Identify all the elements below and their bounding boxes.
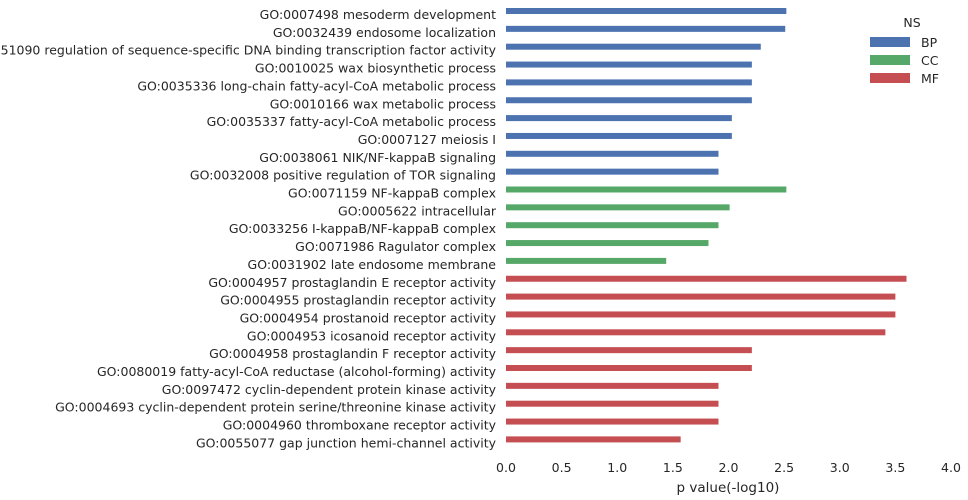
bar-cc	[506, 222, 719, 229]
category-label: GO:0033256 I-kappaB/NF-kappaB complex	[229, 221, 496, 236]
bar-mf	[506, 436, 681, 443]
legend-swatch-bp	[870, 37, 910, 47]
category-label: GO:0032008 positive regulation of TOR si…	[190, 168, 496, 183]
x-tick-label: 0.5	[552, 460, 572, 475]
bar-bp	[506, 8, 787, 14]
x-tick-label: 4.0	[941, 460, 961, 475]
bar-bp	[506, 115, 732, 122]
category-label: GO:0035337 fatty-acyl-CoA metabolic proc…	[207, 114, 496, 129]
bar-bp	[506, 132, 732, 139]
category-label: GO:0032439 endosome localization	[273, 25, 496, 40]
x-tick-label: 3.5	[885, 460, 905, 475]
bar-mf	[506, 418, 719, 425]
category-label: GO:0031902 late endosome membrane	[248, 257, 497, 272]
category-label: GO:0005622 intracellular	[338, 203, 497, 218]
bar-mf	[506, 347, 752, 354]
bar-cc	[506, 257, 667, 264]
x-tick-label: 2.5	[774, 460, 794, 475]
category-label: GO:0097472 cyclin-dependent protein kina…	[162, 382, 497, 397]
category-label: GO:0004954 prostanoid receptor activity	[240, 310, 497, 325]
bar-mf	[506, 311, 896, 318]
category-label: GO:0004693 cyclin-dependent protein seri…	[55, 400, 496, 415]
x-tick-label: 0.0	[496, 460, 516, 475]
category-label: GO:0004957 prostaglandin E receptor acti…	[208, 275, 496, 290]
bar-cc	[506, 204, 730, 211]
category-label: GO:0004960 thromboxane receptor activity	[223, 418, 497, 433]
bar-bp	[506, 97, 752, 104]
legend-entries: BP CC MF	[870, 35, 939, 86]
bar-bp	[506, 79, 752, 86]
category-label: GO:0007498 mesoderm development	[260, 7, 496, 22]
bar-mf	[506, 382, 719, 389]
category-label: GO:0038061 NIK/NF-kappaB signaling	[259, 150, 496, 165]
bar-cc	[506, 240, 709, 247]
bar-mf	[506, 400, 719, 407]
bar-cc	[506, 186, 787, 193]
legend-swatch-cc	[870, 55, 910, 65]
category-label: GO:0080019 fatty-acyl-CoA reductase (alc…	[97, 364, 497, 379]
legend-title: NS	[903, 15, 920, 30]
category-label: GO:0010166 wax metabolic process	[270, 96, 496, 111]
x-tick-labels: 0.0 0.5 1.0 1.5 2.0 2.5 3.0 3.5 4.0	[496, 460, 961, 475]
bar-mf	[506, 275, 907, 282]
category-label: GO:0010025 wax biosynthetic process	[255, 61, 496, 76]
category-label: GO:0004955 prostaglandin receptor activi…	[220, 293, 496, 308]
bar-bp	[506, 25, 786, 32]
x-axis-title: p value(-log10)	[677, 480, 780, 496]
bar-bp	[506, 43, 761, 50]
x-tick-label: 1.5	[663, 460, 683, 475]
category-label: GO:0035336 long-chain fatty-acyl-CoA met…	[137, 78, 496, 93]
x-tick-label: 2.0	[719, 460, 739, 475]
category-label: GO:0071159 NF-kappaB complex	[288, 186, 496, 201]
category-label: GO:0004958 prostaglandin F receptor acti…	[209, 346, 497, 361]
legend-swatch-mf	[870, 73, 910, 83]
bar-bp	[506, 150, 719, 157]
legend-label-mf: MF	[921, 71, 939, 86]
category-labels: GO:0007498 mesoderm development GO:003243…	[0, 7, 497, 450]
category-label: GO:0007127 meiosis I	[358, 132, 496, 147]
x-tick-label: 3.0	[830, 460, 850, 475]
category-label: GO:0051090 regulation of sequence-specif…	[0, 43, 497, 58]
bar-mf	[506, 329, 886, 336]
bar-mf	[506, 365, 752, 371]
legend-label-cc: CC	[921, 53, 939, 68]
legend: NS BP CC MF	[870, 15, 939, 86]
legend-label-bp: BP	[921, 35, 938, 50]
category-label: GO:0004953 icosanoid receptor activity	[247, 328, 497, 343]
bar-mf	[506, 293, 896, 300]
category-label: GO:0055077 gap junction hemi-channel act…	[196, 435, 497, 450]
bar-bp	[506, 61, 752, 68]
bars-layer	[506, 8, 907, 443]
x-tick-label: 1.0	[607, 460, 627, 475]
bar-bp	[506, 168, 719, 175]
category-label: GO:0071986 Ragulator complex	[295, 239, 496, 254]
